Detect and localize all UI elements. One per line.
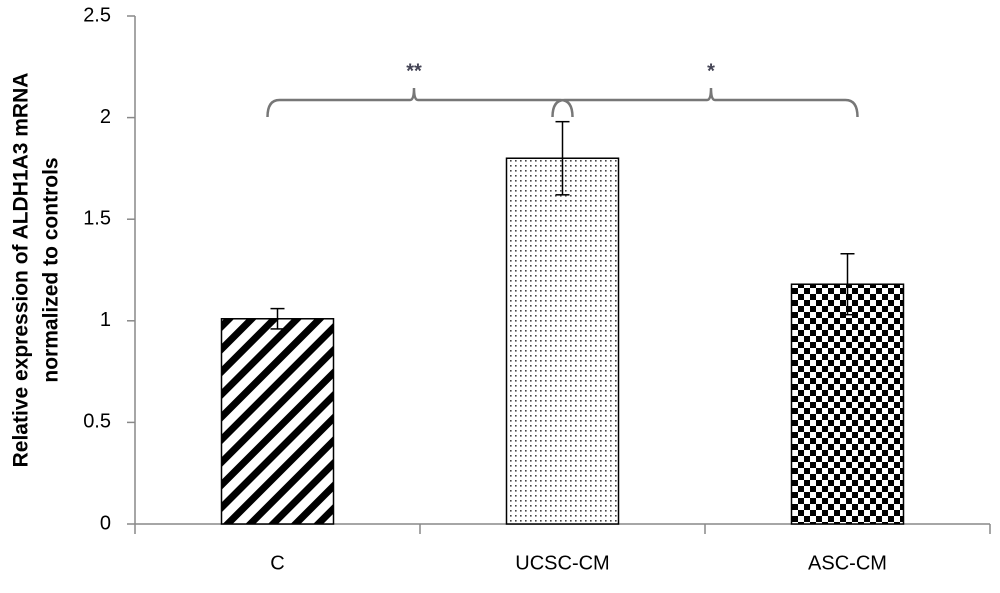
y-axis-title-line: normalized to controls [40,157,63,382]
x-tick-label: UCSC-CM [515,552,609,574]
y-axis-title: Relative expression of ALDH1A3 mRNA norm… [10,73,63,468]
y-tick-label: 1.5 [83,207,111,229]
x-tick-label: C [270,552,284,574]
y-axis-title-line: Relative expression of ALDH1A3 mRNA [10,73,33,468]
significance-bracket [551,87,859,118]
bar [505,157,620,525]
significance-label: * [707,60,715,82]
bar [790,283,905,525]
y-tick-label: 1 [100,309,111,331]
significance-label: ** [406,60,422,82]
bar [220,318,335,525]
y-tick-label: 2 [100,106,111,128]
significance-bracket [266,87,574,118]
y-tick-label: 0.5 [83,411,111,433]
y-tick-label: 2.5 [83,4,111,26]
y-tick-label: 0 [100,512,111,534]
x-tick-label: ASC-CM [808,552,887,574]
